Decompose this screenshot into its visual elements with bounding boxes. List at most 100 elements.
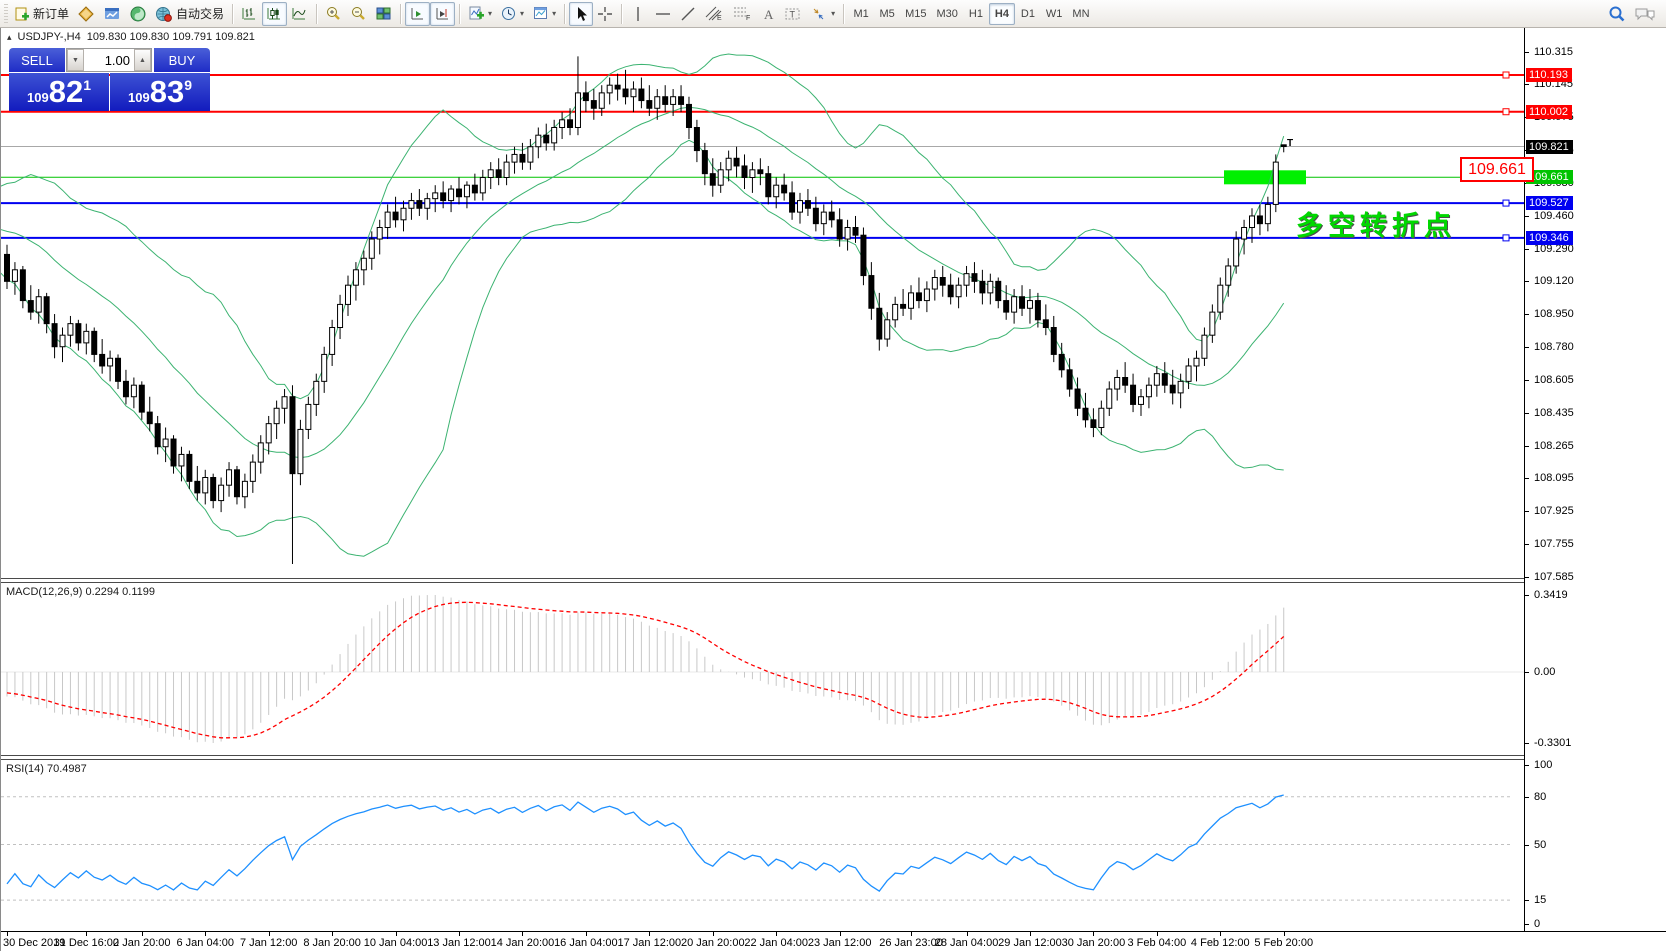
collapse-panel-icon[interactable]: ▴ — [7, 31, 12, 42]
tile-windows-button[interactable] — [371, 2, 396, 26]
search-icon[interactable] — [1608, 5, 1626, 23]
chart-header: ▴ USDJPY-,H4 109.830 109.830 109.791 109… — [7, 31, 255, 43]
arrows-button[interactable]: ▾ — [806, 2, 839, 26]
chat-icon[interactable] — [1634, 5, 1656, 23]
line-handle[interactable] — [1502, 71, 1510, 79]
time-tick — [966, 932, 968, 936]
line-chart-button[interactable] — [287, 2, 312, 26]
new-order-button[interactable]: 新订单 — [10, 2, 73, 26]
candle-body — [487, 169, 494, 179]
green-zone-rectangle[interactable] — [1224, 170, 1306, 185]
candle-body — [678, 96, 685, 105]
vertical-line-button[interactable] — [626, 2, 650, 26]
buy-price-button[interactable]: 109 83 9 — [110, 73, 210, 111]
candle-body — [947, 284, 954, 298]
price-axis-label: 108.605 — [1534, 374, 1574, 387]
timeframe-button-D1[interactable]: D1 — [1020, 7, 1035, 20]
timeframe-button-H1[interactable]: H1 — [968, 7, 983, 20]
market-watch-button[interactable] — [73, 2, 99, 26]
buy-button[interactable]: BUY — [154, 48, 210, 72]
main-price-chart[interactable] — [1, 28, 1524, 578]
line-handle[interactable] — [1502, 199, 1510, 207]
candle-body — [321, 353, 328, 382]
chart-shift-icon — [436, 8, 449, 20]
volume-control: ▼ ▲ — [66, 48, 152, 72]
bar-chart-button[interactable] — [237, 2, 262, 26]
macd-axis-label: -0.3301 — [1534, 737, 1572, 749]
timeframe-button-M5[interactable]: M5 — [879, 7, 895, 20]
templates-button[interactable]: ▾ — [528, 2, 560, 26]
crosshair-button[interactable] — [593, 2, 617, 26]
periods-button[interactable]: ▾ — [496, 2, 528, 26]
cn-annotation-text[interactable]: 多空转折点 — [1296, 211, 1456, 242]
line-handle[interactable] — [1502, 234, 1510, 242]
time-tick — [1283, 932, 1285, 936]
candle-body — [115, 357, 122, 382]
candle-body — [1130, 384, 1137, 405]
price-axis[interactable]: 0.3419 0.00 -0.3301 100 80 50 15 0 110.315 110.14… — [1524, 28, 1666, 931]
indicators-button[interactable]: ▾ — [464, 2, 496, 26]
auto-scroll-button[interactable] — [405, 1, 431, 26]
candle-body — [424, 198, 431, 209]
candle-body — [606, 84, 613, 94]
bollinger-middle-band[interactable] — [1, 106, 1285, 459]
navigator-button[interactable] — [125, 2, 151, 26]
candle-body — [194, 480, 201, 494]
rsi-axis-label: 50 — [1534, 838, 1547, 851]
macd-panel[interactable] — [1, 583, 1524, 755]
timeframe-button-MN[interactable]: MN — [1072, 7, 1090, 20]
panel-separator[interactable] — [1, 755, 1524, 760]
sell-price-button[interactable]: 109 82 1 — [9, 73, 109, 111]
candlestick-button[interactable] — [262, 1, 288, 26]
text-button[interactable]: A — [756, 2, 780, 26]
chart-shift-button[interactable] — [430, 1, 456, 26]
axis-tick — [1525, 765, 1529, 766]
sell-button[interactable]: SELL — [9, 48, 65, 72]
rsi-panel[interactable] — [1, 760, 1524, 931]
candle-body — [781, 184, 788, 194]
horizontal-line-button[interactable] — [650, 2, 676, 26]
chevron-down-icon: ▾ — [831, 9, 836, 18]
data-window-button[interactable] — [99, 2, 125, 26]
timeframe-button-M15[interactable]: M15 — [905, 7, 927, 20]
price-callout-label[interactable]: 109.661 — [1460, 157, 1534, 183]
toolbar-grip[interactable] — [4, 3, 8, 24]
timeframe-button-W1[interactable]: W1 — [1045, 7, 1063, 20]
trendline-icon — [681, 7, 695, 20]
channel-button[interactable]: E — [700, 2, 728, 26]
price-badge-109.346: 109.346 — [1526, 230, 1573, 245]
volume-increase-button[interactable]: ▲ — [134, 49, 151, 71]
panel-separator[interactable] — [1, 578, 1524, 583]
autotrading-button[interactable]: 自动交易 — [151, 2, 228, 26]
candle-body — [19, 269, 26, 302]
zoom-out-button[interactable] — [346, 2, 371, 26]
candle-body — [582, 92, 589, 102]
candle-body — [456, 188, 463, 198]
timeframe-button-H4[interactable]: H4 — [988, 2, 1015, 25]
macd-label: MACD(12,26,9) 0.2294 0.1199 — [6, 586, 155, 598]
volume-decrease-button[interactable]: ▼ — [67, 49, 84, 71]
trendline-button[interactable] — [676, 2, 700, 26]
time-tick — [522, 932, 524, 936]
candle-body — [360, 257, 367, 271]
candle-body — [1145, 384, 1152, 398]
candle-body — [749, 169, 756, 179]
axis-tick — [1525, 413, 1529, 415]
bollinger-upper-band[interactable] — [1, 53, 1285, 400]
fibonacci-button[interactable]: F — [728, 2, 756, 26]
zoom-in-button[interactable] — [321, 2, 346, 26]
candle-body — [289, 396, 296, 475]
candle-body — [392, 211, 399, 221]
candle-body — [614, 84, 621, 90]
volume-input[interactable] — [84, 49, 134, 71]
candle-body — [741, 165, 748, 178]
horizontal-line-icon — [656, 12, 671, 15]
timeframe-button-M1[interactable]: M1 — [853, 7, 869, 20]
candle-body — [908, 292, 915, 309]
text-label-button[interactable]: T — [780, 2, 806, 26]
timeframe-button-M30[interactable]: M30 — [936, 7, 958, 20]
line-handle[interactable] — [1502, 108, 1510, 116]
time-axis[interactable]: 30 Dec 2019 31 Dec 16:00 2 Jan 20:00 6 Jan … — [1, 931, 1666, 951]
cursor-button[interactable] — [569, 1, 594, 26]
candle-body — [162, 438, 169, 448]
